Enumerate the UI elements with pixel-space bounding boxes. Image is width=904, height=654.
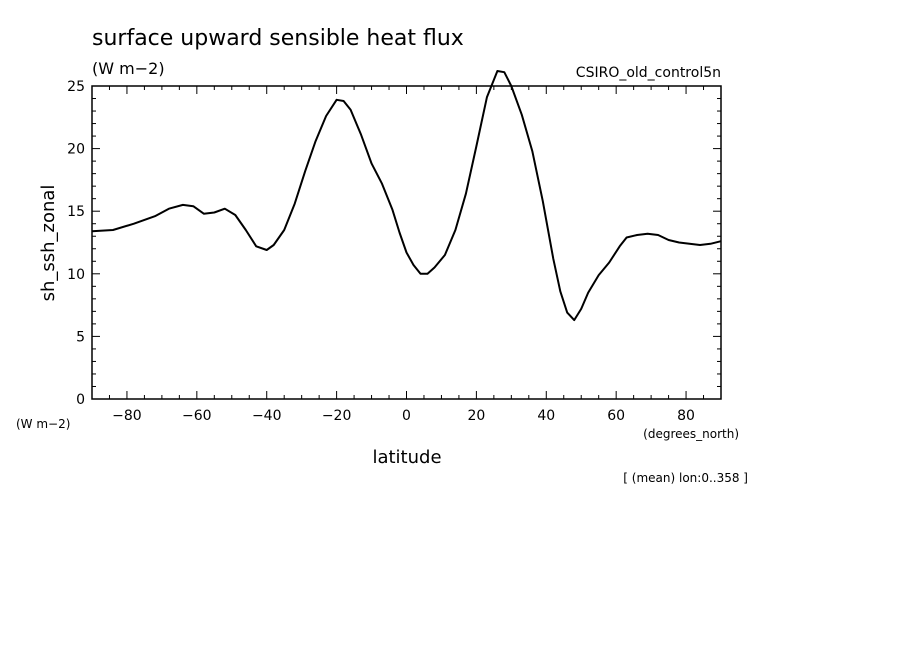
x-tick-label: 0	[402, 408, 411, 424]
x-tick-label: −40	[252, 408, 282, 424]
x-axis-label: latitude	[372, 447, 441, 468]
x-tick-label: 80	[677, 408, 695, 424]
y-tick-label: 15	[67, 204, 85, 220]
y-tick-label: 10	[67, 267, 85, 283]
series-line	[91, 70, 722, 322]
y-tick-label: 0	[76, 392, 85, 408]
x-axis-units: (degrees_north)	[643, 427, 739, 441]
axis-ticks	[91, 85, 722, 400]
plot-frame	[91, 85, 722, 400]
y-tick-labels: 0 5 10 15 20 25	[67, 79, 85, 408]
y-axis-label: sh_ssh_zonal	[38, 185, 59, 302]
y-axis-units: (W m−2)	[16, 417, 70, 431]
x-tick-label: 20	[467, 408, 485, 424]
y-tick-label: 20	[67, 142, 85, 158]
x-tick-label: 60	[607, 408, 625, 424]
footnote: [ (mean) lon:0..358 ]	[623, 471, 748, 485]
x-tick-label: −80	[112, 408, 142, 424]
y-tick-label: 5	[76, 329, 85, 345]
x-tick-label: 40	[537, 408, 555, 424]
x-tick-labels: −80 −60 −40 −20 0 20 40 60 80	[112, 408, 695, 424]
chart-units: (W m−2)	[92, 59, 165, 78]
dataset-label: CSIRO_old_control5n	[576, 65, 721, 81]
chart-title: surface upward sensible heat flux	[92, 26, 464, 51]
x-tick-label: −60	[182, 408, 212, 424]
x-tick-label: −20	[322, 408, 352, 424]
y-tick-label: 25	[67, 79, 85, 95]
